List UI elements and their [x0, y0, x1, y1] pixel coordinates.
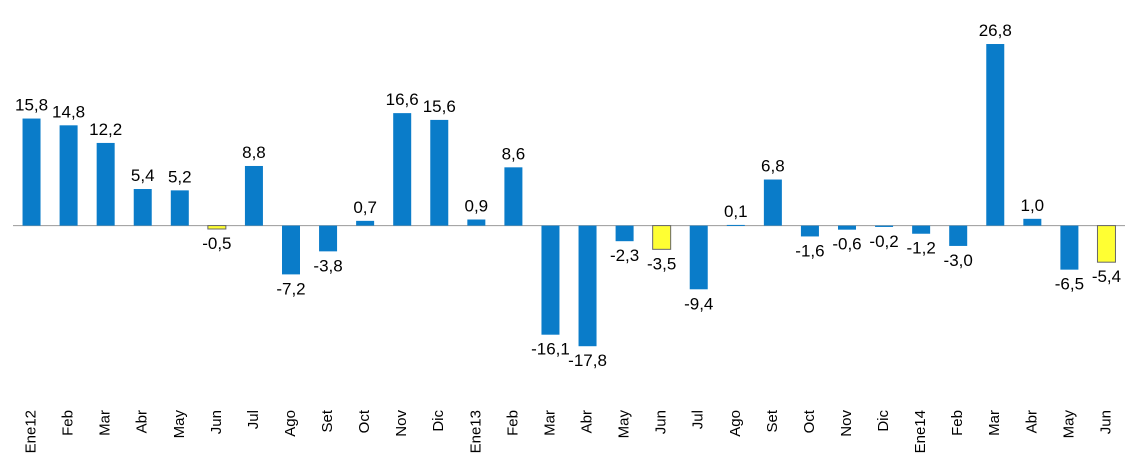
bar: [615, 225, 634, 242]
bar: [986, 44, 1005, 226]
value-label: -0,2: [869, 232, 898, 251]
value-label: 8,6: [502, 144, 526, 163]
x-tick-label: May: [1060, 410, 1077, 439]
value-label: 15,8: [15, 96, 48, 115]
bar: [393, 113, 412, 226]
bar: [578, 225, 597, 347]
value-label: -0,5: [202, 234, 231, 253]
x-tick-label: Jul: [690, 410, 707, 429]
value-label: 12,2: [89, 120, 122, 139]
value-label: 14,8: [52, 102, 85, 121]
value-label: -6,5: [1055, 275, 1084, 294]
x-tick-label: Mar: [541, 410, 558, 436]
value-label: 5,4: [131, 166, 155, 185]
x-tick-label: Jul: [245, 410, 262, 429]
value-label: 0,9: [465, 197, 489, 216]
x-tick-label: Ago: [727, 410, 744, 437]
x-tick-label: Jun: [653, 410, 670, 434]
x-tick-label: Feb: [949, 410, 966, 436]
bar: [207, 225, 227, 230]
x-tick-label: Ene14: [912, 410, 929, 453]
value-label: -1,2: [906, 239, 935, 258]
bar: [170, 190, 189, 226]
value-label: -5,4: [1092, 267, 1121, 286]
value-label: -3,8: [313, 256, 342, 275]
bar: [689, 225, 708, 290]
bar: [763, 179, 782, 226]
value-label: 8,8: [242, 143, 266, 162]
value-label: 15,6: [423, 97, 456, 116]
value-label: -2,3: [610, 246, 639, 265]
x-tick-label: May: [616, 410, 633, 439]
value-label: 6,8: [761, 157, 785, 176]
bar: [726, 224, 745, 226]
bar: [467, 219, 486, 226]
bar: [22, 118, 41, 226]
value-label: -9,4: [684, 294, 713, 313]
value-label: -3,5: [647, 254, 676, 273]
value-label: -17,8: [568, 351, 607, 370]
x-tick-label: Oct: [356, 409, 373, 433]
bar: [949, 225, 968, 246]
value-label: 0,1: [724, 202, 748, 221]
x-tick-label: Feb: [60, 410, 77, 436]
bar: [1060, 225, 1079, 270]
x-tick-label: May: [171, 410, 188, 439]
x-tick-label: Nov: [838, 410, 855, 437]
bar: [838, 225, 856, 230]
value-label: 0,7: [353, 198, 377, 217]
bar: [800, 225, 819, 237]
x-tick-label: Ene13: [467, 410, 484, 453]
value-label: 5,2: [168, 167, 192, 186]
bar: [96, 142, 115, 226]
value-label: -1,6: [795, 241, 824, 260]
x-tick-label: Nov: [393, 410, 410, 437]
bar: [59, 125, 78, 226]
x-tick-label: Set: [319, 409, 336, 432]
x-tick-label: Jun: [208, 410, 225, 434]
bar: [244, 165, 263, 226]
bar: [356, 220, 375, 226]
x-tick-label: Abr: [134, 410, 151, 433]
bar: [875, 225, 894, 227]
x-tick-label: Mar: [97, 410, 114, 436]
x-tick-label: Mar: [986, 410, 1003, 436]
bar: [430, 119, 449, 226]
value-label: 26,8: [979, 21, 1012, 40]
bar: [319, 225, 338, 252]
x-tick-label: Dic: [875, 410, 892, 432]
value-label: 1,0: [1021, 196, 1045, 215]
x-tick-label: Ago: [282, 410, 299, 437]
x-tick-label: Dic: [430, 410, 447, 432]
bar: [541, 225, 560, 335]
x-tick-label: Abr: [579, 410, 596, 433]
bar: [133, 189, 152, 226]
bar: [504, 167, 523, 226]
bar: [1023, 218, 1042, 226]
bar: [912, 225, 931, 234]
value-label: 16,6: [386, 90, 419, 109]
x-tick-label: Abr: [1023, 410, 1040, 433]
value-label: -16,1: [531, 340, 570, 359]
value-label: -0,6: [832, 235, 861, 254]
value-label: -3,0: [944, 251, 973, 270]
x-tick-label: Feb: [504, 410, 521, 436]
x-tick-label: Ene12: [23, 410, 40, 453]
x-tick-label: Set: [764, 409, 781, 432]
bar: [1096, 225, 1116, 263]
x-tick-label: Oct: [801, 409, 818, 433]
bar: [282, 225, 300, 275]
value-label: -7,2: [276, 279, 305, 298]
x-tick-label: Jun: [1097, 410, 1114, 434]
bar: [652, 225, 672, 250]
